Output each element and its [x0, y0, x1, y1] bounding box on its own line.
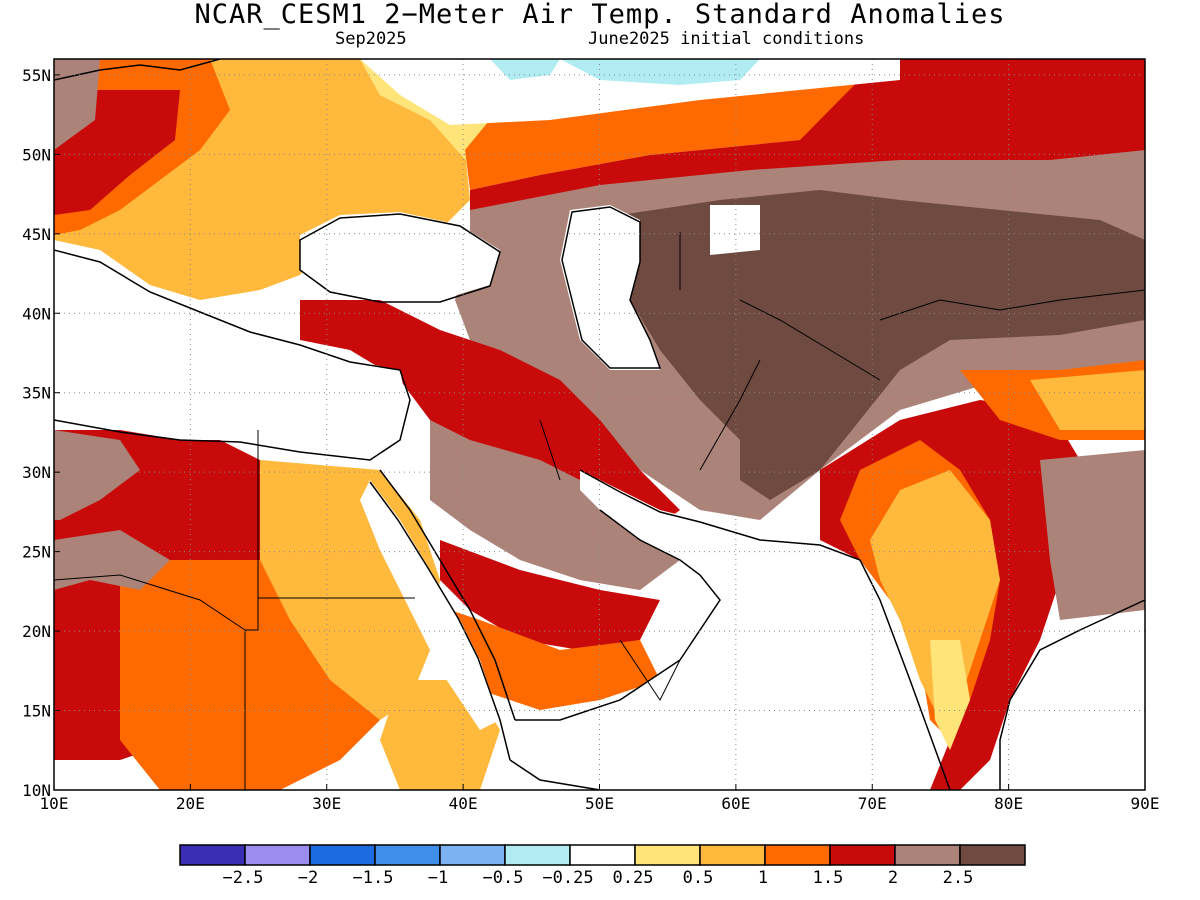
- arabian-sea-neutral: [560, 560, 950, 790]
- lon-tick-label: 20E: [176, 794, 205, 813]
- tibet-yellow: [1030, 370, 1145, 430]
- colorbar-label: −1: [428, 868, 448, 888]
- russia-neutral-cap: [360, 59, 900, 125]
- south-india-light: [930, 640, 970, 750]
- colorbar-label: −2: [298, 868, 318, 888]
- colorbar-swatch: [764, 844, 831, 866]
- colorbar-label: 1.5: [813, 868, 844, 888]
- lon-tick-label: 40E: [449, 794, 478, 813]
- red-sea-coast-east: [379, 469, 516, 721]
- colorbar-label: 2: [888, 868, 898, 888]
- colorbar-legend: −2.5 −2 −1.5 −1 −0.5 −0.25 0.25 0.5 1 1.5 2 2.5: [179, 844, 1026, 888]
- colorbar-label: 1: [758, 868, 768, 888]
- colorbar-swatch: [959, 844, 1026, 866]
- lon-tick-label: 10E: [40, 794, 69, 813]
- lat-tick-label: 55N: [22, 66, 51, 85]
- lat-tick-label: 15N: [22, 702, 51, 721]
- caspian-sea: [560, 205, 660, 370]
- russia-lightblue-band: [560, 59, 760, 85]
- anomaly-field: [54, 59, 1145, 790]
- colorbar-label: 0.25: [613, 868, 654, 888]
- grid-lines: [54, 59, 1145, 790]
- lat-tick-label: 45N: [22, 225, 51, 244]
- colorbar-swatch: [244, 844, 311, 866]
- africa-horn-coast: [509, 759, 601, 790]
- russia-red-band: [470, 59, 1145, 215]
- axis-ticks: 10E 20E 30E 40E 50E 60E 70E 80E 90E 10N 15N 20N 25N 3…: [22, 66, 1159, 813]
- lat-tick-label: 50N: [22, 145, 51, 164]
- coastlines: [54, 59, 1145, 790]
- red-sea-neutral: [360, 480, 500, 730]
- central-asia-dark-brown: [620, 190, 1145, 500]
- lat-tick-label: 30N: [22, 463, 51, 482]
- arabia-coast: [515, 509, 721, 721]
- colorbar-label: −0.25: [542, 868, 593, 888]
- arabia-red: [440, 540, 660, 650]
- colorbar-label: −0.5: [483, 868, 524, 888]
- colorbar-swatch: [374, 844, 441, 866]
- colorbar-swatch: [634, 844, 701, 866]
- colorbar-swatch: [439, 844, 506, 866]
- initial-conditions: June2025 initial conditions: [588, 29, 865, 49]
- lon-tick-label: 60E: [721, 794, 750, 813]
- lat-tick-label: 40N: [22, 304, 51, 323]
- lon-tick-label: 50E: [585, 794, 614, 813]
- lat-tick-label: 10N: [22, 781, 51, 800]
- forecast-month: Sep2025: [335, 29, 407, 49]
- colorbar-swatch: [569, 844, 636, 866]
- north-africa-brown: [54, 430, 140, 520]
- border-lines: [54, 232, 1145, 790]
- lat-tick-label: 25N: [22, 543, 51, 562]
- lat-tick-label: 35N: [22, 384, 51, 403]
- lon-tick-label: 30E: [312, 794, 341, 813]
- map-title: NCAR_CESM1 2−Meter Air Temp. Standard An…: [194, 0, 1006, 30]
- middle-east-brown: [430, 420, 680, 590]
- colorbar-swatch: [309, 844, 376, 866]
- europe-north-coast: [54, 59, 221, 81]
- colorbar-label: 0.5: [683, 868, 714, 888]
- lon-tick-label: 80E: [994, 794, 1023, 813]
- lon-tick-label: 70E: [858, 794, 887, 813]
- india-east-coast: [999, 599, 1145, 790]
- colorbar-swatch: [699, 844, 766, 866]
- caspian-coast: [561, 206, 662, 369]
- lon-tick-label: 90E: [1131, 794, 1160, 813]
- india-yellow: [870, 470, 1000, 720]
- colorbar-swatch: [829, 844, 896, 866]
- lat-tick-label: 20N: [22, 622, 51, 641]
- colorbar-swatch: [894, 844, 961, 866]
- southeast-asia-brown: [1040, 450, 1145, 620]
- colorbar-swatch: [504, 844, 571, 866]
- russia-lightblue-patch: [490, 59, 560, 80]
- colorbar-label: −1.5: [353, 868, 394, 888]
- colorbar-swatch: [179, 844, 246, 866]
- mediterranean-coast: [54, 249, 411, 461]
- aral-region: [710, 205, 760, 255]
- colorbar-label: −2.5: [223, 868, 264, 888]
- black-sea-coast: [299, 213, 501, 303]
- mediterranean-sea: [54, 250, 410, 450]
- persian-gulf-neutral: [580, 470, 720, 560]
- europe-brown-anomaly: [54, 59, 100, 150]
- gulf-coast: [579, 469, 951, 790]
- sahara-brown: [54, 530, 170, 590]
- colorbar-label: 2.5: [943, 868, 974, 888]
- red-sea-coast: [369, 481, 511, 761]
